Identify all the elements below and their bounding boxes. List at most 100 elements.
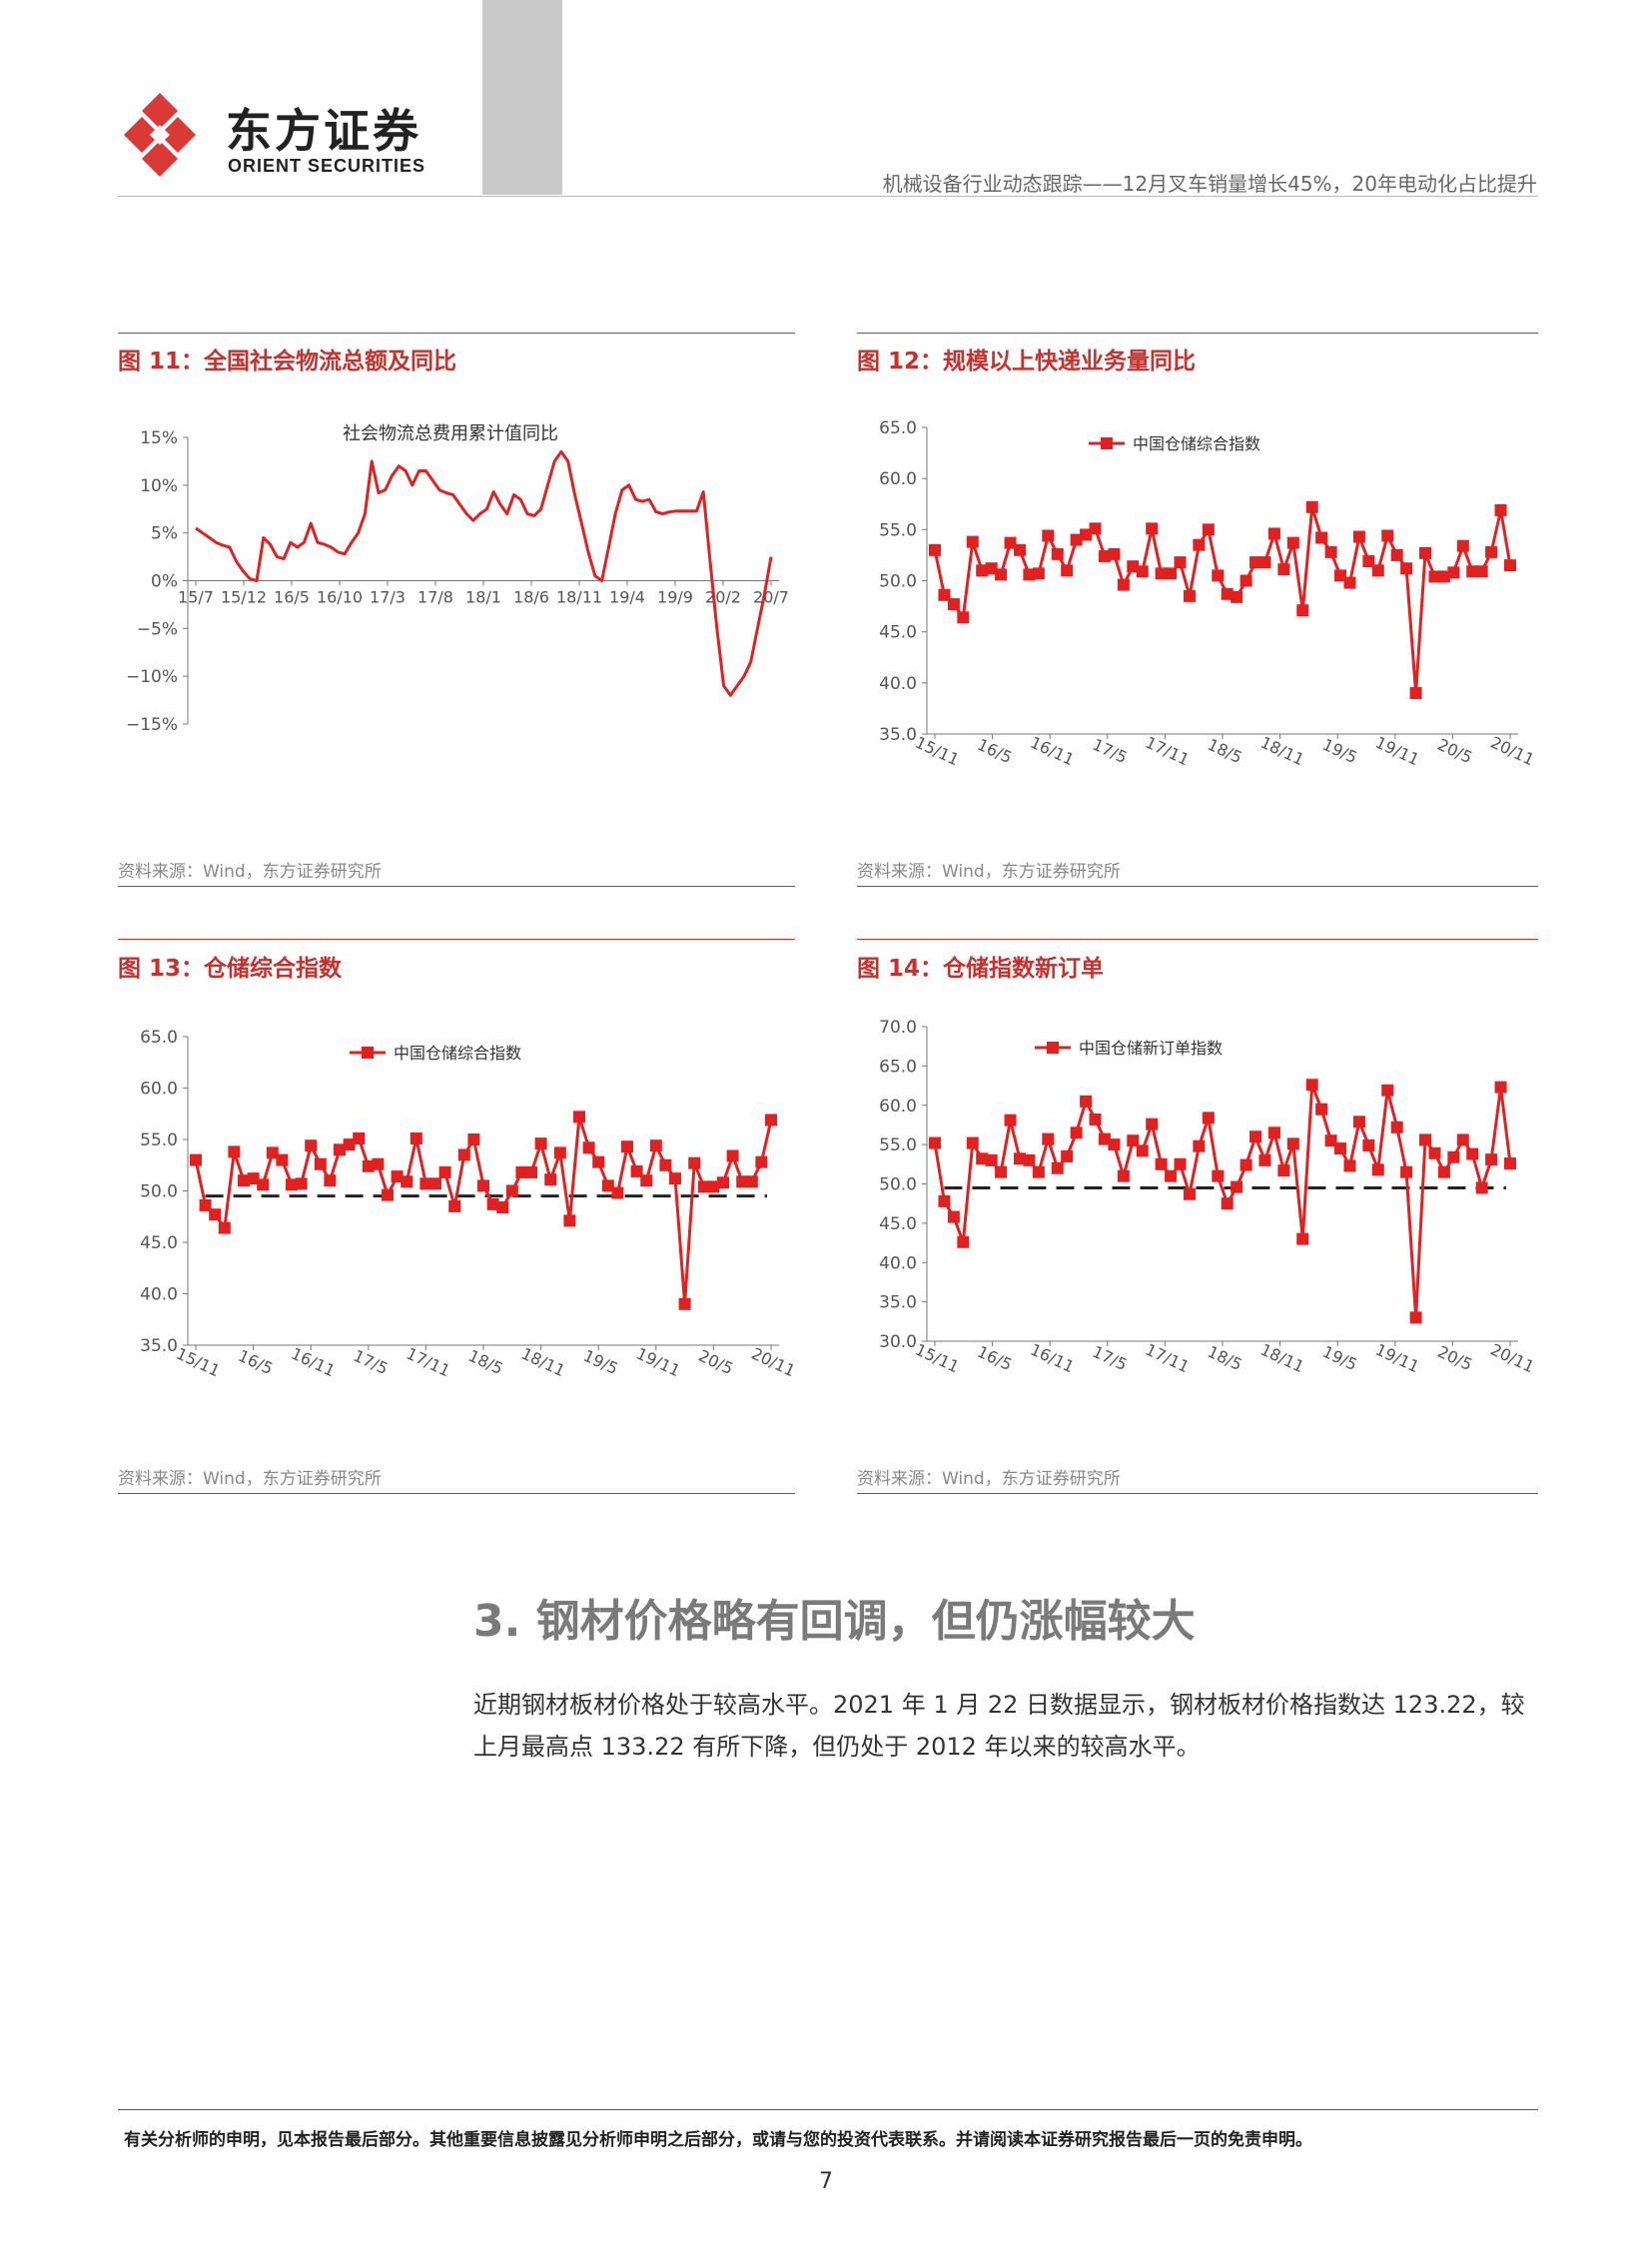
x-tick-label: 17/11: [1143, 733, 1193, 770]
figure-11-top-rule: [118, 333, 795, 334]
x-tick-label: 15/11: [912, 733, 962, 770]
data-point: [1447, 566, 1460, 579]
data-point: [630, 1164, 643, 1177]
y-tick-label: 40.0: [879, 1253, 917, 1273]
data-point: [218, 1221, 231, 1234]
data-point: [1249, 1130, 1262, 1143]
y-tick-label: −15%: [126, 715, 178, 735]
data-point: [1456, 1133, 1469, 1146]
y-tick-label: 50.0: [140, 1182, 178, 1202]
data-point: [947, 598, 960, 611]
data-point: [1475, 565, 1488, 578]
legend-swatch-marker: [1047, 1042, 1059, 1054]
x-tick-label: 16/11: [1028, 1340, 1078, 1377]
data-point: [553, 1146, 566, 1159]
data-point: [966, 1136, 979, 1149]
y-tick-label: 15%: [140, 428, 178, 448]
page-number: 7: [819, 2169, 833, 2194]
y-tick-label: 40.0: [879, 674, 917, 694]
data-point: [1485, 545, 1498, 558]
data-point: [1202, 523, 1215, 536]
data-point: [1013, 1152, 1026, 1165]
data-point: [1334, 569, 1347, 582]
data-point: [525, 1165, 537, 1178]
y-tick-label: 50.0: [879, 572, 917, 592]
data-point: [1362, 555, 1375, 568]
figure-14-top-rule: [857, 939, 1538, 940]
figure-14-title: 图 14：仓储指数新订单: [857, 956, 1105, 982]
data-point: [515, 1165, 528, 1178]
data-point: [659, 1158, 672, 1171]
data-point: [1315, 531, 1328, 544]
data-point: [1419, 546, 1432, 559]
x-tick-label: 18/11: [556, 588, 602, 607]
data-point: [1070, 1126, 1083, 1139]
data-point: [1296, 604, 1309, 617]
x-tick-label: 17/3: [370, 588, 406, 607]
data-point: [640, 1174, 653, 1187]
data-point: [247, 1172, 260, 1185]
y-tick-label: 65.0: [879, 1057, 917, 1077]
data-point: [1428, 1146, 1441, 1159]
figure-14-source: 资料来源：Wind，东方证券研究所: [857, 1469, 1121, 1489]
x-tick-label: 18/6: [513, 588, 549, 607]
y-tick-label: 45.0: [140, 1233, 178, 1253]
data-point: [957, 611, 970, 624]
data-point: [1089, 1113, 1102, 1125]
data-point: [1286, 1137, 1299, 1150]
figure-12-chart: 65.0 60.0 55.0 50.0 45.0 40.0 35.0 15/11 16/5 16/…: [857, 399, 1538, 833]
orient-logo-icon: [120, 85, 200, 185]
x-tick-label: 17/8: [417, 588, 453, 607]
y-tick-label: 10%: [140, 476, 178, 496]
data-point: [1221, 587, 1234, 600]
data-point: [755, 1155, 768, 1168]
x-tick-label: 18/5: [465, 1346, 506, 1378]
data-point: [1013, 543, 1026, 556]
data-point: [1504, 1157, 1516, 1170]
data-point: [1315, 1103, 1328, 1116]
data-point: [976, 1152, 989, 1165]
x-tick-label: 18/11: [518, 1344, 568, 1381]
x-tick-label: 18/1: [465, 588, 501, 607]
data-point: [419, 1177, 432, 1190]
data-point: [1352, 1116, 1365, 1128]
figure-11-source: 资料来源：Wind，东方证券研究所: [118, 862, 382, 882]
data-point: [1390, 1121, 1403, 1133]
y-tick-label: −5%: [137, 619, 178, 639]
data-point: [1183, 1187, 1196, 1200]
data-point: [1409, 687, 1422, 700]
data-point: [343, 1138, 356, 1151]
data-point: [938, 1194, 951, 1207]
data-point: [1494, 1081, 1507, 1094]
data-point: [995, 1165, 1008, 1178]
data-point: [1117, 578, 1130, 591]
x-tick-label: 18/5: [1205, 1342, 1245, 1374]
data-point: [334, 1143, 346, 1156]
data-point: [995, 568, 1008, 581]
y-tick-label: 45.0: [879, 623, 917, 643]
series-line: [195, 449, 773, 697]
y-tick-label: 0%: [151, 572, 178, 592]
data-point: [1466, 1147, 1479, 1160]
header-gray-block: [482, 0, 562, 195]
y-tick-label: 55.0: [879, 1135, 917, 1155]
figure-11-title: 图 11：全国社会物流总额及同比: [118, 349, 457, 374]
data-point: [1258, 556, 1271, 569]
y-tick-label: 35.0: [879, 1293, 917, 1313]
series-line: [933, 505, 1512, 695]
data-point: [438, 1165, 451, 1178]
data-point: [1334, 1142, 1347, 1155]
data-point: [1428, 570, 1441, 583]
x-tick-label: 16/11: [1028, 733, 1078, 770]
data-point: [1447, 1150, 1460, 1163]
data-point: [563, 1214, 576, 1227]
data-point: [1023, 1153, 1036, 1166]
y-tick-label: 50.0: [879, 1175, 917, 1195]
y-tick-label: 70.0: [879, 1018, 917, 1038]
data-point: [1267, 1126, 1280, 1139]
figure-13-bottom-rule: [118, 1493, 795, 1494]
data-point: [314, 1157, 327, 1170]
y-tick-label: 30.0: [879, 1332, 917, 1352]
x-tick-label: 15/11: [912, 1340, 962, 1377]
data-point: [1080, 1095, 1093, 1108]
